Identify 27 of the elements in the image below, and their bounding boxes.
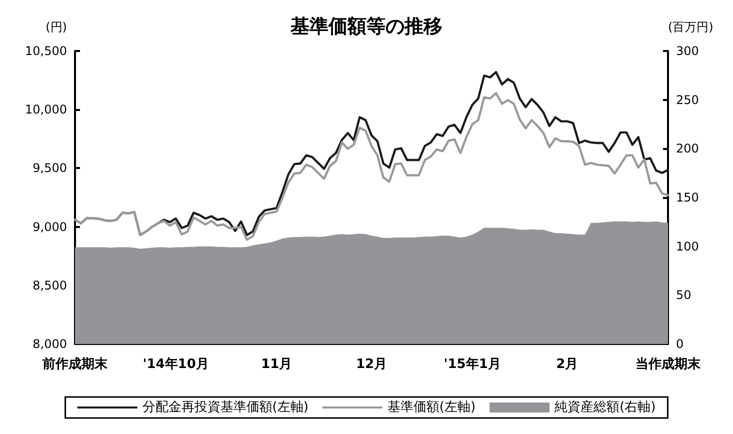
y-tick-label: 8,500 (32, 278, 67, 292)
y2-axis-title: (百万円) (668, 20, 714, 34)
x-tick-label: '14年10月 (142, 357, 209, 372)
y2-tick-label: 50 (676, 288, 692, 302)
legend-label: 純資産総額(右軸) (554, 399, 656, 415)
y-tick-label: 10,500 (25, 44, 67, 58)
x-tick-label: 12月 (356, 357, 388, 372)
legend-label: 分配金再投資基準価額(左軸) (142, 400, 308, 415)
x-tick-label: 2月 (556, 357, 578, 372)
y-tick-label: 10,000 (25, 102, 67, 117)
x-tick-label: 11月 (261, 357, 292, 372)
y2-tick-label: 100 (676, 239, 699, 254)
y2-tick-label: 250 (676, 92, 699, 107)
x-tick-label: 当作成期末 (636, 357, 702, 372)
y2-tick-label: 150 (676, 190, 699, 204)
y-axis-title: (円) (46, 20, 67, 34)
y-tick-label: 9,000 (32, 220, 67, 234)
legend-label: 基準価額(左軸) (387, 400, 476, 415)
x-tick-label: 前作成期末 (42, 357, 108, 372)
y-tick-label: 9,500 (32, 161, 67, 176)
x-tick-label: '15年1月 (444, 357, 501, 372)
y-tick-label: 8,000 (32, 337, 67, 351)
y2-tick-label: 0 (676, 337, 684, 351)
y2-tick-label: 300 (676, 44, 699, 58)
line-series (74, 92, 670, 241)
y2-tick-label: 200 (676, 142, 699, 156)
chart-title: 基準価額等の推移 (290, 16, 442, 38)
